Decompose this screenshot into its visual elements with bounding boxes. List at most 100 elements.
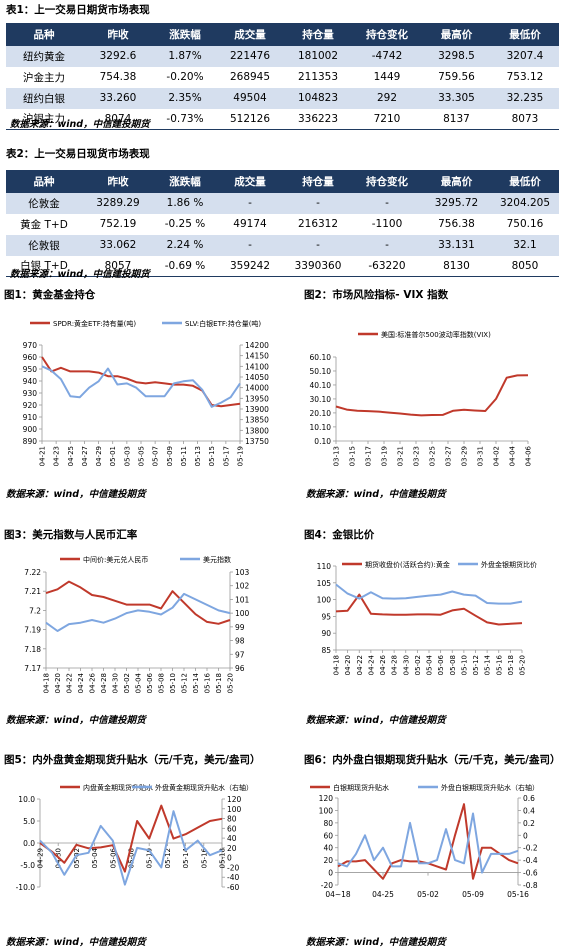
table-cell: 3292.6 bbox=[82, 45, 154, 67]
left-axis-tick-label: 100 bbox=[317, 596, 332, 605]
table-cell: 黄金 T+D bbox=[6, 213, 82, 235]
x-axis-tick-label: 05-12 bbox=[181, 673, 189, 693]
series-line bbox=[335, 593, 523, 626]
table-cell: 750.16 bbox=[491, 213, 559, 235]
table-cell: 753.12 bbox=[491, 66, 559, 88]
spot-table: 品种 昨收 涨跌幅 成交量 持仓量 持仓变化 最高价 最低价 伦敦金 3289.29 1.86 %… bbox=[6, 170, 559, 277]
x-axis-tick-label: 05-18 bbox=[219, 848, 227, 868]
x-axis-tick-label: 04-20 bbox=[344, 655, 352, 675]
x-axis-tick-label: 05-17 bbox=[222, 446, 230, 466]
left-axis-tick-label: 50.10 bbox=[310, 367, 332, 376]
fig5-caption: 图5：内外盘黄金期现货升贴水（元/千克，美元/盎司） bbox=[4, 754, 261, 766]
x-axis-tick-label: 05-04 bbox=[91, 847, 99, 868]
column-header: 持仓变化 bbox=[352, 170, 422, 193]
table-cell: 754.38 bbox=[82, 66, 154, 88]
x-axis-tick-label: 05-14 bbox=[484, 654, 492, 675]
table-cell: 2.24 % bbox=[154, 234, 216, 256]
fig2-caption: 图2：市场风险指标- VIX 指数 bbox=[304, 289, 449, 301]
x-axis-tick-label: 04-04 bbox=[509, 445, 517, 466]
left-axis-tick-label: 60 bbox=[323, 831, 333, 840]
left-axis-tick-label: 950 bbox=[23, 365, 38, 374]
left-axis-tick-label: 20.10 bbox=[310, 409, 332, 418]
left-axis-tick-label: 90 bbox=[321, 629, 331, 638]
x-axis-tick-label: 05-08 bbox=[449, 655, 457, 675]
x-axis-tick-label: 05-03 bbox=[123, 446, 131, 466]
left-axis-tick-label: 7.17 bbox=[24, 664, 41, 673]
series-line bbox=[45, 592, 231, 632]
x-axis-tick-label: 05-10 bbox=[169, 673, 177, 693]
left-axis-tick-label: 930 bbox=[23, 389, 38, 398]
x-axis-tick-label: 05-16 bbox=[204, 672, 212, 693]
x-axis-tick-label: 05-16 bbox=[200, 847, 208, 868]
table-cell: -1100 bbox=[352, 213, 422, 235]
x-axis-tick-label: 05-09 bbox=[166, 446, 174, 466]
column-header: 成交量 bbox=[216, 170, 284, 193]
table-cell: 336223 bbox=[284, 108, 352, 130]
table-row: 纽约白银 33.260 2.35% 49504 104823 292 33.305 32.23… bbox=[6, 87, 559, 109]
series-line bbox=[39, 804, 223, 873]
left-axis-tick-label: 120 bbox=[319, 794, 334, 803]
x-axis-tick-label: 05-02 bbox=[414, 655, 422, 675]
table-cell: -0.73% bbox=[154, 108, 216, 130]
right-axis-tick-label: 0 bbox=[227, 854, 232, 863]
right-axis-tick-label: 97 bbox=[235, 650, 245, 659]
table-cell: 292 bbox=[352, 87, 422, 109]
x-axis-tick-label: 05-11 bbox=[180, 446, 188, 466]
table-row: 伦敦金 3289.29 1.86 % - - -3295.72 3204.205 bbox=[6, 192, 559, 214]
table-row: 纽约黄金 3292.6 1.87% 221476 181002 -4742 3298.5 32… bbox=[6, 45, 559, 67]
fig4-caption: 图4：金银比价 bbox=[304, 529, 375, 541]
table-cell: 8137 bbox=[422, 108, 491, 130]
x-axis-tick-label: 05-10 bbox=[146, 848, 154, 868]
series-line bbox=[45, 580, 231, 625]
table-cell: 纽约黄金 bbox=[6, 45, 82, 67]
x-axis-tick-label: 05-04 bbox=[135, 672, 143, 693]
table-cell: 211353 bbox=[284, 66, 352, 88]
left-axis-tick-label: 10.10 bbox=[310, 423, 332, 432]
table-cell: 3390360 bbox=[284, 255, 352, 277]
table-cell: 8130 bbox=[422, 255, 491, 277]
series-line bbox=[337, 803, 519, 880]
x-axis-tick-label: 04-28 bbox=[391, 655, 399, 675]
right-axis-tick-label: 14200 bbox=[245, 341, 269, 350]
left-axis-tick-label: 970 bbox=[23, 341, 38, 350]
left-axis-tick-label: 7.22 bbox=[24, 568, 41, 577]
legend-label: 美国:标准普尔500波动率指数(VIX) bbox=[381, 330, 491, 339]
legend-label: 外盘白银期现货升贴水（右轴） bbox=[441, 783, 539, 792]
x-axis-tick-label: 04-20 bbox=[54, 673, 62, 693]
left-axis-tick-label: 890 bbox=[23, 437, 38, 446]
x-axis-tick-label: 05-10 bbox=[460, 655, 468, 675]
left-axis-tick-label: 40.10 bbox=[310, 381, 332, 390]
fig3-caption: 图3：美元指数与人民币汇率 bbox=[4, 529, 138, 541]
legend-label: SLV:白银ETF:持仓量(吨) bbox=[185, 319, 261, 328]
table-cell: -0.20% bbox=[154, 66, 216, 88]
gold-fund-holdings-chart: 890 900 910 920 930 940 950 960 970 13750 13800138… bbox=[23, 319, 269, 466]
x-axis-tick-label: 05-20 bbox=[227, 673, 235, 693]
vix-index-chart: 0.10 10.10 20.10 30.10 40.10 50.10 60.10 03-13 0… bbox=[310, 330, 533, 466]
right-axis-tick-label: 14150 bbox=[245, 352, 269, 361]
right-axis-tick-label: 0.6 bbox=[523, 794, 535, 803]
table-cell: 纽约白银 bbox=[6, 87, 82, 109]
right-axis-tick-label: 99 bbox=[235, 623, 245, 632]
left-axis-tick-label: -10.0 bbox=[16, 883, 36, 892]
x-axis-tick-label: 05-14 bbox=[192, 672, 200, 693]
column-header: 涨跌幅 bbox=[154, 23, 216, 46]
x-axis-tick-label: 03-17 bbox=[365, 446, 373, 466]
right-axis-tick-label: 14000 bbox=[245, 384, 269, 393]
column-header: 最高价 bbox=[422, 170, 491, 193]
x-axis-tick-label: 05-08 bbox=[128, 848, 136, 868]
x-axis-tick-label: 05-19 bbox=[237, 446, 245, 466]
x-axis-tick-label: 05-04 bbox=[426, 654, 434, 675]
table-cell: 3295.72 bbox=[422, 192, 491, 214]
left-axis-tick-label: -5.0 bbox=[20, 861, 35, 870]
x-axis-tick-label: 04-29 bbox=[37, 848, 45, 868]
right-axis-tick-label: 80 bbox=[227, 815, 237, 824]
series-line bbox=[337, 812, 519, 874]
right-axis-tick-label: 102 bbox=[235, 582, 250, 591]
table-cell: 3204.205 bbox=[491, 192, 559, 214]
right-axis-tick-label: 0 bbox=[523, 831, 528, 840]
left-axis-tick-label: 7.21 bbox=[24, 587, 41, 596]
right-axis-tick-label: 13900 bbox=[245, 405, 269, 414]
right-axis-tick-label: -60 bbox=[227, 883, 239, 892]
table-cell: 33.131 bbox=[422, 234, 491, 256]
left-axis-tick-label: 0 bbox=[328, 869, 333, 878]
